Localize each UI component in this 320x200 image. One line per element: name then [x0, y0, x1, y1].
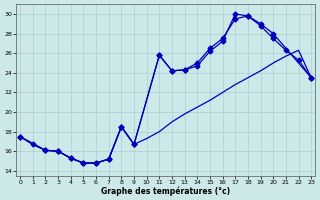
X-axis label: Graphe des températures (°c): Graphe des températures (°c) [101, 186, 230, 196]
